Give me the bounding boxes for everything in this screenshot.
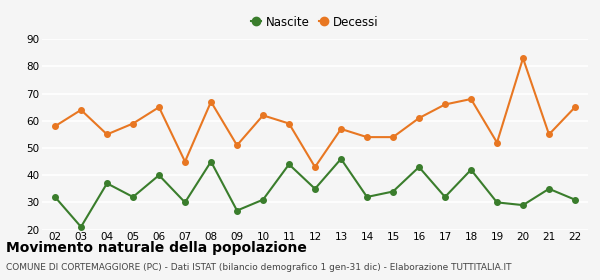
Decessi [77, 108, 85, 112]
Decessi [259, 114, 266, 117]
Nascite [442, 195, 449, 199]
Decessi [337, 127, 344, 131]
Nascite [520, 204, 527, 207]
Nascite [545, 187, 553, 190]
Decessi [208, 100, 215, 103]
Decessi [155, 106, 163, 109]
Decessi [286, 122, 293, 125]
Line: Decessi: Decessi [52, 55, 578, 170]
Nascite [77, 225, 85, 228]
Decessi [493, 141, 500, 144]
Decessi [467, 97, 475, 101]
Text: Movimento naturale della popolazione: Movimento naturale della popolazione [6, 241, 307, 255]
Decessi [415, 116, 422, 120]
Nascite [493, 201, 500, 204]
Nascite [130, 195, 137, 199]
Decessi [364, 136, 371, 139]
Nascite [389, 190, 397, 193]
Line: Nascite: Nascite [52, 156, 578, 230]
Nascite [103, 182, 110, 185]
Nascite [52, 195, 59, 199]
Decessi [520, 57, 527, 60]
Nascite [467, 168, 475, 171]
Nascite [286, 163, 293, 166]
Decessi [233, 144, 241, 147]
Decessi [181, 160, 188, 163]
Decessi [130, 122, 137, 125]
Decessi [52, 125, 59, 128]
Decessi [442, 103, 449, 106]
Nascite [337, 157, 344, 160]
Nascite [233, 209, 241, 212]
Text: COMUNE DI CORTEMAGGIORE (PC) - Dati ISTAT (bilancio demografico 1 gen-31 dic) - : COMUNE DI CORTEMAGGIORE (PC) - Dati ISTA… [6, 263, 511, 272]
Decessi [571, 106, 578, 109]
Decessi [545, 133, 553, 136]
Nascite [181, 201, 188, 204]
Nascite [364, 195, 371, 199]
Decessi [311, 165, 319, 169]
Nascite [208, 160, 215, 163]
Nascite [259, 198, 266, 201]
Decessi [103, 133, 110, 136]
Nascite [311, 187, 319, 190]
Decessi [389, 136, 397, 139]
Legend: Nascite, Decessi: Nascite, Decessi [247, 11, 383, 33]
Nascite [415, 165, 422, 169]
Nascite [155, 174, 163, 177]
Nascite [571, 198, 578, 201]
